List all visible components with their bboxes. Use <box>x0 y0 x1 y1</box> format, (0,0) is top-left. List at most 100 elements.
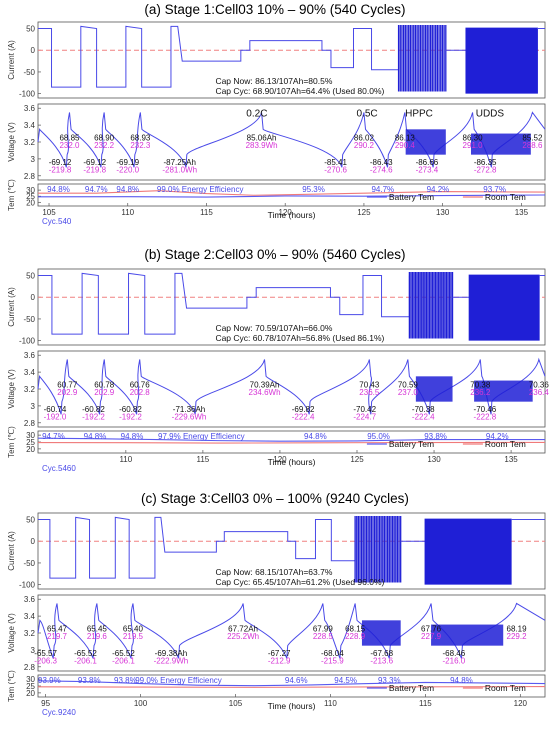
charge-ah-label: 85.52 <box>522 133 543 142</box>
panel-a-title: (a) Stage 1:Cell03 10% – 90% (540 Cycles… <box>144 2 406 17</box>
charge-ah-label: 70.39Ah <box>250 380 280 389</box>
efficiency-label: 95.0% <box>367 432 390 441</box>
cap-now-label: Cap Now: 68.15/107Ah=63.7% <box>215 567 332 577</box>
cap-cyc-label: Cap Cyc: 68.90/107Ah=64.4% (Used 80.0%) <box>215 86 384 96</box>
discharge-wh-label: -229.6Wh <box>172 412 207 421</box>
discharge-wh-label: -192.0 <box>44 412 67 421</box>
voltage-ytick-label: 3.6 <box>24 104 36 113</box>
charge-wh-label: 228.5 <box>313 632 334 641</box>
charge-ah-label: 85.06Ah <box>247 133 277 142</box>
x-axis-label: Time (hours) <box>268 210 316 220</box>
voltage-ytick-label: 3 <box>31 155 36 164</box>
temperature-ytick-label: 20 <box>26 198 35 207</box>
profile-tag: UDDS <box>476 109 505 120</box>
efficiency-label: 94.5% <box>334 676 357 685</box>
x-tick-label: 130 <box>427 455 441 464</box>
hppc-voltage-block <box>415 376 453 402</box>
x-axis-label: Time (hours) <box>268 457 316 467</box>
discharge-wh-label: -212.9 <box>268 656 291 665</box>
voltage-ytick-label: 3.6 <box>24 595 36 604</box>
voltage-ylabel: Voltage (V) <box>7 369 16 409</box>
hppc-pulses <box>408 272 454 339</box>
temperature-ytick-label: 30 <box>26 186 35 195</box>
charge-wh-label: 291.0 <box>463 141 484 150</box>
efficiency-label: 95.3% <box>302 185 325 194</box>
temperature-ytick-label: 25 <box>26 438 35 447</box>
legend-room-label: Room Tem <box>485 683 526 693</box>
discharge-wh-label: -219.8 <box>49 165 72 174</box>
charge-ah-label: 86.30 <box>463 133 484 142</box>
charge-ah-label: 60.76 <box>130 380 151 389</box>
panel-c-chart: 50 0 -50 -100 Current (A) Cap Now: 68.15/107A… <box>7 512 546 717</box>
profile-tag: 0.5C <box>357 109 378 120</box>
temperature-ytick-label: 25 <box>26 682 35 691</box>
x-tick-label: 100 <box>134 699 148 708</box>
charge-wh-label: 229.2 <box>507 632 528 641</box>
discharge-wh-label: -192.2 <box>119 412 142 421</box>
efficiency-label: 99.0% Energy Efficiency <box>157 185 244 194</box>
temperature-ylabel: Tem (℃) <box>7 426 16 458</box>
current-ytick-label: 0 <box>31 293 36 302</box>
discharge-ah-label: -86.35 <box>474 158 497 167</box>
x-tick-label: 115 <box>197 455 210 464</box>
x-tick-label: 120 <box>273 455 287 464</box>
current-ytick-label: -100 <box>19 337 36 346</box>
voltage-axes <box>37 103 546 181</box>
charge-ah-label: 70.38 <box>470 380 491 389</box>
x-tick-label: 120 <box>514 699 528 708</box>
charge-ah-label: 86.13 <box>395 133 416 142</box>
voltage-axes <box>37 350 546 428</box>
charge-ah-label: 68.85 <box>59 133 80 142</box>
current-ylabel: Current (A) <box>7 287 16 327</box>
x-tick-label: 130 <box>436 208 450 217</box>
charge-ah-label: 65.45 <box>87 624 108 633</box>
efficiency-label: 94.7% <box>371 185 394 194</box>
discharge-ah-label: -68.04 <box>321 649 344 658</box>
efficiency-label: 94.8% <box>116 185 139 194</box>
charge-wh-label: 219.7 <box>47 632 68 641</box>
charge-ah-label: 70.59 <box>398 380 419 389</box>
efficiency-label: 94.8% <box>47 185 70 194</box>
battery-tem-line <box>37 680 546 687</box>
voltage-ytick-label: 3.2 <box>24 385 36 394</box>
discharge-wh-label: -192.2 <box>82 412 105 421</box>
charge-ah-label: 70.36 <box>529 380 550 389</box>
voltage-ylabel: Voltage (V) <box>7 613 16 653</box>
x-tick-label: 135 <box>515 208 529 217</box>
charge-ah-label: 86.02 <box>354 133 375 142</box>
voltage-ytick-label: 3 <box>31 402 36 411</box>
x-tick-label: 110 <box>324 699 337 708</box>
discharge-ah-label: -69.38Ah <box>155 649 187 658</box>
current-ylabel: Current (A) <box>7 531 16 571</box>
x-axis-label: Time (hours) <box>268 701 316 711</box>
current-ytick-label: 50 <box>26 516 35 525</box>
charge-ah-label: 67.76 <box>421 624 442 633</box>
charge-wh-label: 225.2Wh <box>227 632 259 641</box>
temperature-ytick-label: 30 <box>26 431 35 440</box>
discharge-ah-label: -69.12 <box>49 158 72 167</box>
charge-wh-label: 202.9 <box>57 388 78 397</box>
room-tem-line <box>37 441 546 444</box>
temperature-ylabel: Tem (℃) <box>7 179 16 211</box>
voltage-ytick-label: 2.8 <box>24 172 36 181</box>
battery-tem-line <box>37 194 546 198</box>
legend-battery-label: Battery Tem <box>389 439 434 449</box>
cap-cyc-label: Cap Cyc: 65.45/107Ah=61.2% (Used 96.0%) <box>215 577 384 587</box>
efficiency-label: 93.7% <box>483 185 506 194</box>
efficiency-label: 93.3% <box>378 676 401 685</box>
udds-pulses <box>468 274 540 341</box>
discharge-ah-label: -65.52 <box>74 649 97 658</box>
legend-room-label: Room Tem <box>485 192 526 202</box>
discharge-wh-label: -274.6 <box>370 165 393 174</box>
discharge-wh-label: -272.8 <box>474 165 497 174</box>
charge-ah-label: 70.43 <box>359 380 380 389</box>
udds-voltage-block <box>431 624 504 646</box>
panel-a-chart: 50 0 -50 -100 Current (A) Cap Now: 86.13/107A… <box>7 21 546 226</box>
charge-wh-label: 236.5 <box>359 388 380 397</box>
x-tick-label: 115 <box>419 699 432 708</box>
discharge-ah-label: -69.82 <box>292 405 315 414</box>
legend-battery-label: Battery Tem <box>389 683 434 693</box>
cap-now-label: Cap Now: 70.59/107Ah=66.0% <box>215 323 332 333</box>
charge-wh-label: 236.4 <box>529 388 550 397</box>
room-tem-line <box>37 686 546 688</box>
